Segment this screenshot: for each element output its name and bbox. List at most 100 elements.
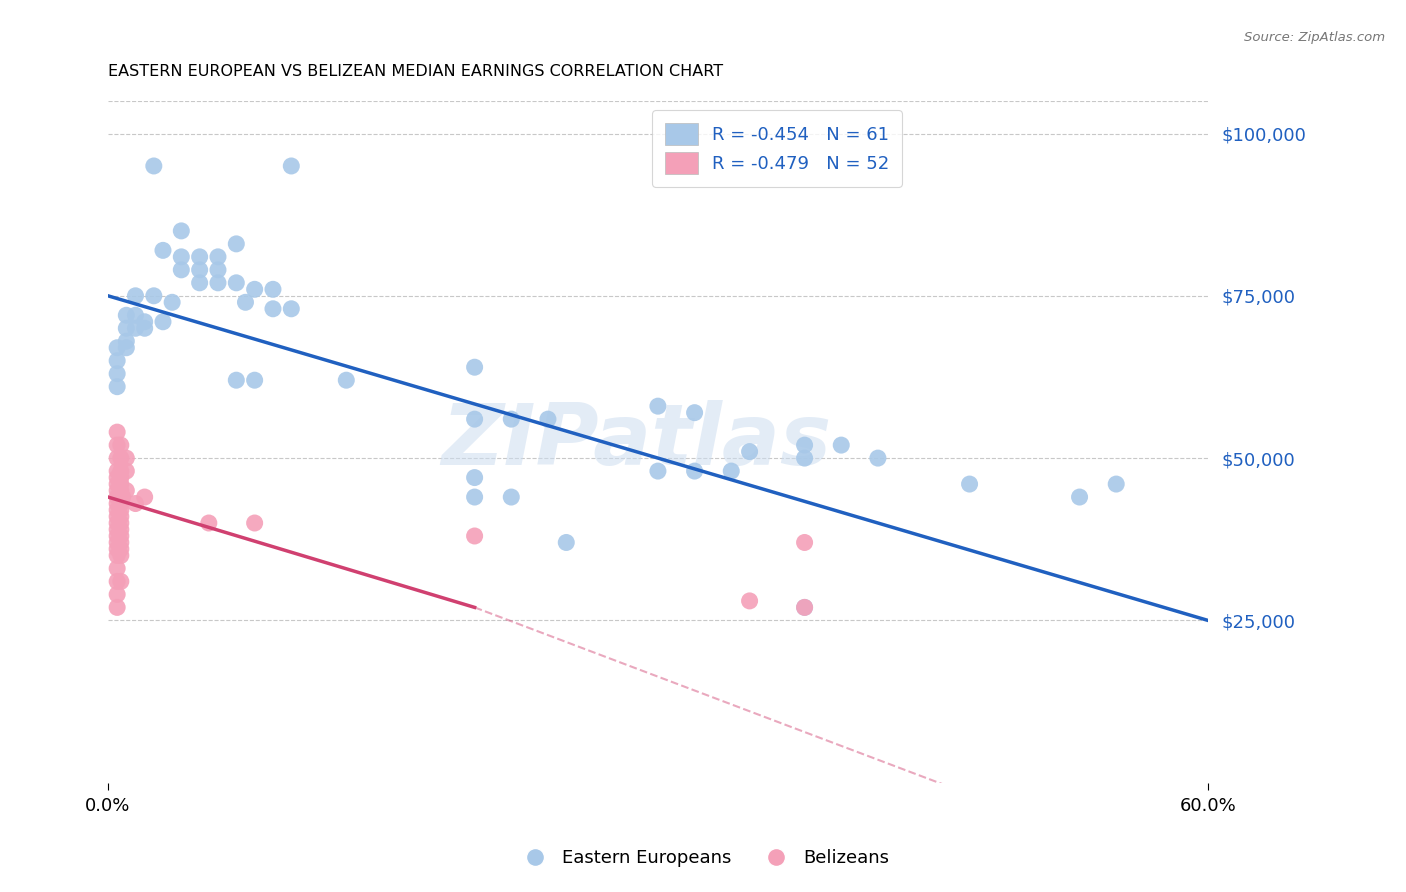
Point [235, 295, 257, 310]
Point [110, 503, 132, 517]
Point [111, 490, 134, 504]
Point [280, 301, 302, 316]
Point [647, 464, 669, 478]
Point [124, 289, 146, 303]
Point [170, 250, 193, 264]
Text: Source: ZipAtlas.com: Source: ZipAtlas.com [1244, 31, 1385, 45]
Point [110, 574, 132, 589]
Point [647, 399, 669, 413]
Point [105, 483, 128, 498]
Point [225, 276, 247, 290]
Point [464, 360, 486, 375]
Point [105, 549, 128, 563]
Point [110, 438, 132, 452]
Point [105, 477, 128, 491]
Point [243, 282, 266, 296]
Point [683, 406, 706, 420]
Point [115, 321, 138, 335]
Point [105, 425, 128, 439]
Point [105, 529, 128, 543]
Point [152, 315, 174, 329]
Point [501, 412, 523, 426]
Point [105, 438, 128, 452]
Point [959, 477, 981, 491]
Point [105, 587, 128, 601]
Point [105, 367, 128, 381]
Point [115, 483, 138, 498]
Point [105, 503, 128, 517]
Point [105, 341, 128, 355]
Point [124, 308, 146, 322]
Point [464, 490, 486, 504]
Point [124, 497, 146, 511]
Point [537, 412, 560, 426]
Point [464, 470, 486, 484]
Point [105, 353, 128, 368]
Point [207, 276, 229, 290]
Point [105, 380, 128, 394]
Point [738, 594, 761, 608]
Point [198, 516, 221, 530]
Point [830, 438, 852, 452]
Point [262, 282, 284, 296]
Point [110, 477, 132, 491]
Point [188, 276, 211, 290]
Text: ZIPatlas: ZIPatlas [441, 401, 831, 483]
Point [243, 373, 266, 387]
Point [225, 373, 247, 387]
Point [225, 236, 247, 251]
Point [115, 341, 138, 355]
Point [105, 561, 128, 575]
Point [110, 523, 132, 537]
Point [105, 541, 128, 556]
Point [188, 250, 211, 264]
Point [105, 516, 128, 530]
Point [280, 159, 302, 173]
Point [105, 451, 128, 466]
Point [793, 600, 815, 615]
Point [110, 549, 132, 563]
Point [793, 438, 815, 452]
Point [105, 574, 128, 589]
Point [1105, 477, 1128, 491]
Point [793, 535, 815, 549]
Point [142, 289, 165, 303]
Point [110, 451, 132, 466]
Point [115, 334, 138, 349]
Point [105, 490, 128, 504]
Point [105, 497, 128, 511]
Point [243, 516, 266, 530]
Point [115, 464, 138, 478]
Point [110, 516, 132, 530]
Point [110, 529, 132, 543]
Legend: R = -0.454   N = 61, R = -0.479   N = 52: R = -0.454 N = 61, R = -0.479 N = 52 [652, 110, 901, 186]
Point [115, 308, 138, 322]
Point [134, 321, 156, 335]
Point [501, 490, 523, 504]
Point [207, 250, 229, 264]
Point [134, 315, 156, 329]
Point [683, 464, 706, 478]
Point [110, 497, 132, 511]
Point [110, 541, 132, 556]
Point [124, 321, 146, 335]
Point [335, 373, 357, 387]
Point [152, 244, 174, 258]
Point [793, 600, 815, 615]
Point [105, 509, 128, 524]
Point [110, 490, 132, 504]
Point [866, 451, 889, 466]
Point [105, 523, 128, 537]
Point [188, 263, 211, 277]
Point [115, 451, 138, 466]
Point [142, 159, 165, 173]
Point [720, 464, 742, 478]
Point [1069, 490, 1091, 504]
Text: EASTERN EUROPEAN VS BELIZEAN MEDIAN EARNINGS CORRELATION CHART: EASTERN EUROPEAN VS BELIZEAN MEDIAN EARN… [108, 64, 723, 79]
Point [207, 263, 229, 277]
Point [105, 464, 128, 478]
Point [170, 224, 193, 238]
Point [262, 301, 284, 316]
Point [110, 535, 132, 549]
Point [160, 295, 183, 310]
